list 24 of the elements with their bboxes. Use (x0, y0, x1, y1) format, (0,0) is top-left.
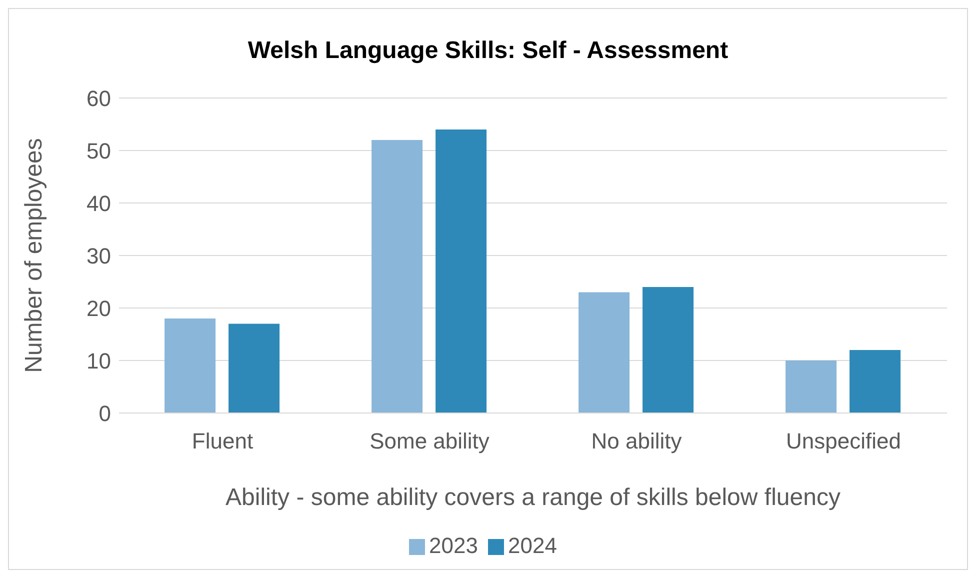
bar (642, 287, 694, 413)
x-axis-title: Ability - some ability covers a range of skills below fluency (226, 484, 840, 511)
bar (850, 350, 901, 413)
legend-label: 2024 (508, 533, 557, 558)
y-tick-label: 0 (98, 400, 111, 426)
y-tick-label: 40 (86, 190, 111, 216)
y-tick-label: 50 (86, 138, 111, 164)
x-tick-label: Fluent (192, 428, 254, 454)
bar (786, 360, 837, 413)
chart-title: Welsh Language Skills: Self - Assessment (246, 36, 730, 66)
legend-label: 2023 (429, 533, 478, 558)
bar (578, 292, 630, 413)
y-tick-label: 20 (86, 296, 111, 321)
y-tick-label: 60 (86, 86, 111, 111)
y-tick-label: 30 (86, 243, 111, 268)
bar (436, 130, 487, 413)
bar (228, 324, 280, 413)
x-tick-label: Some ability (370, 428, 490, 454)
y-axis-title: Number of employees (20, 138, 48, 373)
bar (372, 140, 423, 413)
bar (164, 318, 216, 413)
x-tick-label: Unspecified (786, 428, 901, 454)
y-tick-label: 10 (86, 348, 111, 374)
x-tick-label: No ability (591, 428, 682, 454)
